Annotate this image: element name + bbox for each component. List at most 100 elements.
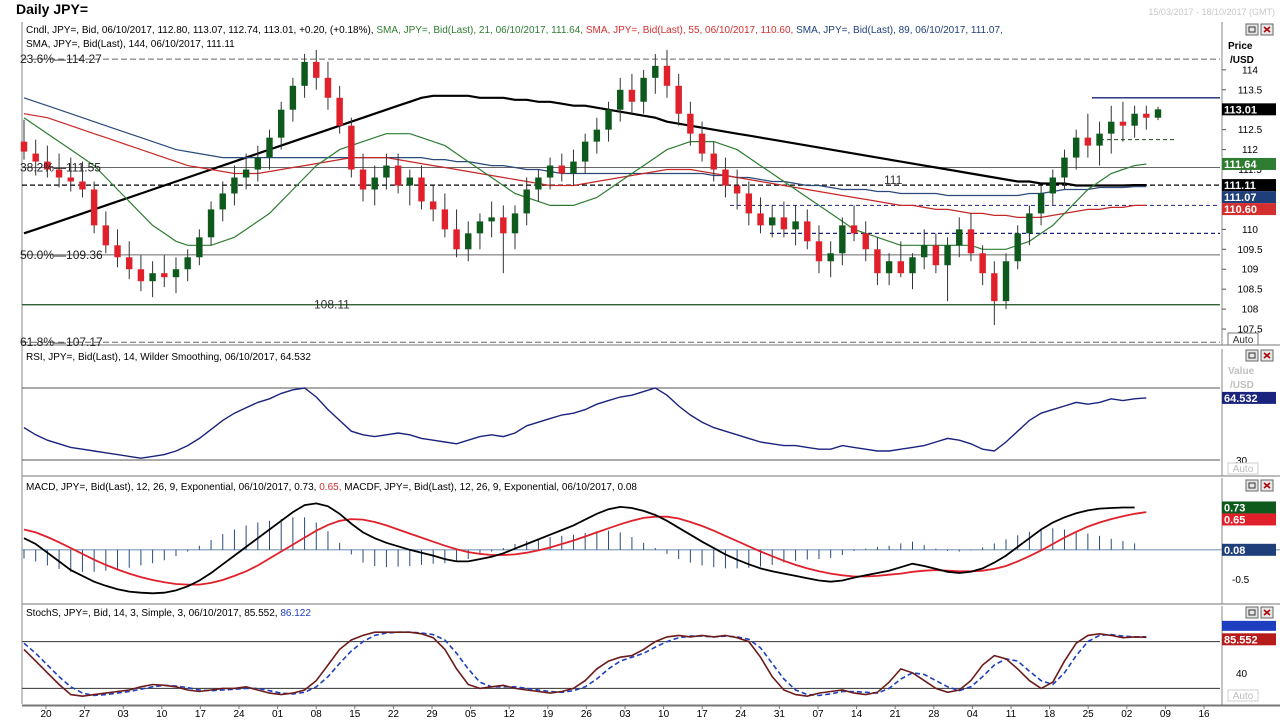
rsi-lines: 30 64.532 Value/USD Auto — [22, 366, 1276, 475]
candle-body — [254, 157, 262, 170]
candle-body — [558, 165, 565, 174]
fib-label: 23.6%—114.27 — [20, 52, 102, 66]
candle-body — [523, 189, 530, 214]
rsi-panel: RSI, JPY=, Bid(Last), 14, Wilder Smoothi… — [22, 352, 1276, 475]
date-range: 15/03/2017 - 18/10/2017 (GMT) — [1148, 7, 1275, 17]
candle-body — [1061, 157, 1068, 178]
candle-body — [792, 221, 799, 230]
macd-value-text: 0.65 — [1224, 514, 1245, 526]
macd-panel: MACD, JPY=, Bid(Last), 12, 26, 9, Expone… — [22, 482, 1280, 595]
candle-body — [324, 77, 332, 98]
rsi-value-box — [1222, 391, 1276, 404]
macd-restore-icon — [1245, 479, 1259, 492]
price-value-box — [1222, 103, 1276, 116]
price-restore-glyph — [1248, 26, 1256, 33]
date-tick-label: 15 — [349, 709, 361, 720]
date-tick-label: 22 — [388, 709, 400, 720]
candle-body — [570, 161, 577, 174]
date-tick-label: 28 — [928, 709, 940, 720]
macd-close-glyph-b — [1263, 482, 1271, 489]
date-tick-label: 17 — [195, 709, 207, 720]
fib-label: 38.2%—111.55 — [20, 161, 101, 175]
price-candles — [20, 49, 1162, 326]
candle-body — [488, 217, 495, 222]
candle-body — [394, 165, 402, 186]
candle-body — [172, 269, 180, 278]
date-tick-label: 03 — [619, 709, 631, 720]
date-tick-label: 05 — [465, 709, 477, 720]
candle-body — [757, 213, 764, 226]
rsi-auto-label: Auto — [1233, 464, 1254, 475]
price-value-box — [1222, 179, 1276, 192]
candle-body — [441, 209, 449, 230]
candle-body — [897, 261, 905, 274]
price-tick-label: 109.5 — [1237, 245, 1262, 256]
rsi-axis-title-2: /USD — [1230, 380, 1254, 391]
candle-body — [453, 229, 460, 250]
price-tick-label: 110 — [1242, 225, 1258, 236]
fib-label: 50.0%—109.36 — [20, 248, 103, 262]
candle-body — [429, 201, 437, 210]
candle-body — [640, 77, 647, 102]
date-tick-label: 24 — [735, 709, 747, 720]
candle-body — [967, 229, 975, 254]
stochastic-d-value-box — [1222, 620, 1276, 631]
candle-body — [277, 109, 285, 138]
date-tick-label: 29 — [426, 709, 438, 720]
price-value-text: 113.01 — [1224, 104, 1257, 116]
candle-body — [476, 221, 484, 234]
candle-body — [944, 245, 951, 266]
price-tick-label: 112.5 — [1238, 125, 1263, 136]
candle-body — [44, 161, 51, 170]
fibonacci-labels: 23.6%—114.27 38.2%—111.55 50.0%—109.36 61.8… — [20, 52, 103, 349]
candle-body — [1108, 121, 1115, 134]
candle-body — [605, 109, 612, 130]
price-value-box — [1222, 203, 1276, 216]
auto-label: Auto — [1233, 335, 1254, 346]
macd-signal-line — [23, 511, 1147, 586]
date-tick-label: 07 — [812, 709, 824, 720]
stochastic-restore-icon — [1245, 606, 1259, 619]
candle-body — [1154, 109, 1162, 118]
macd-value-box — [1222, 501, 1276, 514]
candle-body — [348, 125, 355, 170]
candle-body — [581, 141, 589, 162]
date-tick-label: 21 — [890, 709, 902, 720]
stochastic-value-text: 85.552 — [1224, 634, 1258, 646]
macd-restore-glyph — [1248, 482, 1256, 489]
rsi-legend: RSI, JPY=, Bid(Last), 14, Wilder Smoothi… — [26, 352, 311, 363]
candle-body — [1026, 213, 1033, 234]
fib-label: 61.8%—107.17 — [20, 335, 103, 349]
price-axis: Price /USD 114113.5113112.5112111.511111… — [1222, 41, 1276, 346]
candle-body — [722, 169, 729, 186]
price-tick-label: 107.5 — [1237, 325, 1262, 336]
candle-body — [909, 257, 916, 274]
candle-body — [850, 225, 858, 234]
candle-body — [956, 229, 963, 246]
candle-body — [184, 257, 191, 270]
stochastic-k-line — [23, 631, 1147, 698]
candle-body — [710, 153, 717, 170]
price-close-glyph-b — [1263, 26, 1271, 33]
candle-body — [1049, 177, 1056, 194]
date-tick-label: 24 — [233, 709, 245, 720]
date-tick-label: 02 — [1121, 709, 1133, 720]
support-label: 108.11 — [314, 298, 350, 312]
stochastic-auto-label: Auto — [1233, 691, 1254, 702]
candle-body — [1037, 193, 1045, 214]
candle-body — [780, 217, 788, 230]
date-tick-label: 18 — [1044, 709, 1056, 720]
rsi-close-glyph-b — [1263, 352, 1271, 359]
candle-body — [383, 165, 390, 178]
candle-body — [371, 177, 378, 190]
macd-legend: MACD, JPY=, Bid(Last), 12, 26, 9, Expone… — [26, 482, 637, 493]
candle-body — [67, 177, 74, 182]
candle-body — [90, 189, 98, 226]
candle-body — [301, 61, 308, 86]
date-axis: 20 27 03 10 17 24 01 08 15 22 29 05 12 19 26 03 10 17 24 31… — [22, 704, 1280, 720]
candle-body — [1131, 113, 1138, 126]
candle-body — [219, 193, 226, 210]
candle-body — [815, 241, 823, 262]
stochastic-restore-glyph — [1248, 609, 1256, 616]
